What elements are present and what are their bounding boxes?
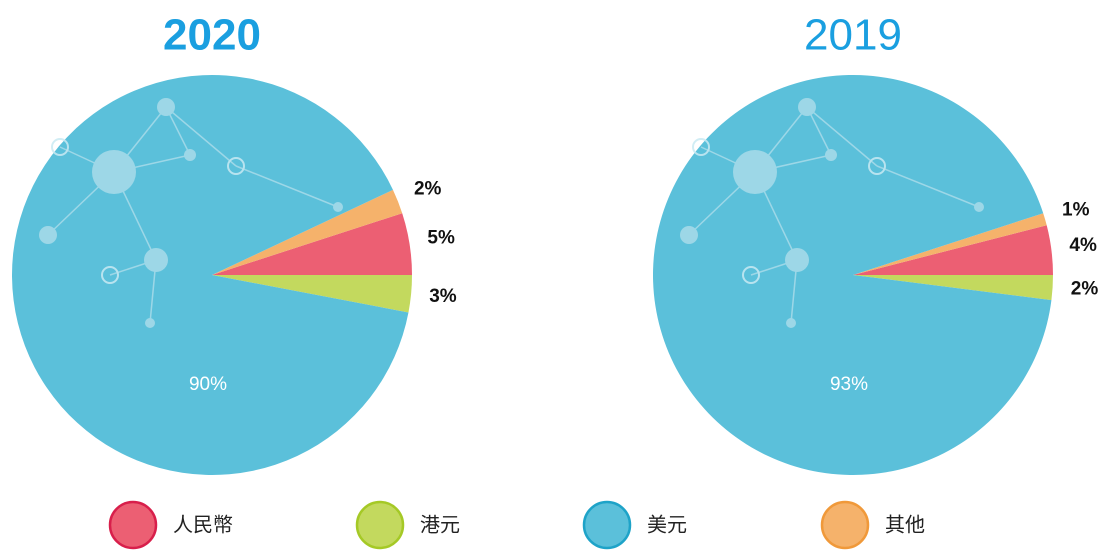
legend-swatch xyxy=(584,502,630,548)
decoration-node xyxy=(92,150,136,194)
pie-chart: 2019 2% 4% 1% 93% xyxy=(653,11,1098,475)
decoration-node xyxy=(798,98,816,116)
legend-swatch xyxy=(110,502,156,548)
chart: 2020 3% 5% 2% 90% 2019 2% 4% 1% 93% 人民幣 港元 美元 其他 xyxy=(0,0,1106,550)
pie-chart: 2020 3% 5% 2% 90% xyxy=(12,11,457,475)
chart-title: 2020 xyxy=(163,11,261,60)
value-label: 4% xyxy=(1069,235,1097,256)
decoration-node xyxy=(785,248,809,272)
decoration-node xyxy=(157,98,175,116)
decoration-node xyxy=(680,226,698,244)
decoration-node xyxy=(733,150,777,194)
chart-title: 2019 xyxy=(804,11,902,60)
decoration-node xyxy=(786,318,796,328)
value-label: 2% xyxy=(1071,279,1099,300)
decoration-node xyxy=(184,149,196,161)
decoration-node xyxy=(39,226,57,244)
legend-swatch xyxy=(822,502,868,548)
value-label: 1% xyxy=(1062,199,1090,220)
decoration-node xyxy=(144,248,168,272)
value-label: 90% xyxy=(189,374,227,395)
pies: 2020 3% 5% 2% 90% 2019 2% 4% 1% 93% xyxy=(12,11,1098,475)
value-label: 5% xyxy=(427,228,455,249)
decoration-node xyxy=(974,202,984,212)
slices xyxy=(12,75,412,475)
legend-swatch xyxy=(357,502,403,548)
value-label: 3% xyxy=(429,286,457,307)
value-label: 93% xyxy=(830,374,868,395)
legend-label: 人民幣 xyxy=(173,513,233,536)
value-label: 2% xyxy=(414,179,442,200)
decoration-node xyxy=(333,202,343,212)
decoration-node xyxy=(145,318,155,328)
slices xyxy=(653,75,1053,475)
legend-label: 美元 xyxy=(647,513,687,536)
legend: 人民幣 港元 美元 其他 xyxy=(110,502,925,548)
legend-label: 港元 xyxy=(420,513,460,536)
legend-label: 其他 xyxy=(885,513,925,536)
decoration-node xyxy=(825,149,837,161)
